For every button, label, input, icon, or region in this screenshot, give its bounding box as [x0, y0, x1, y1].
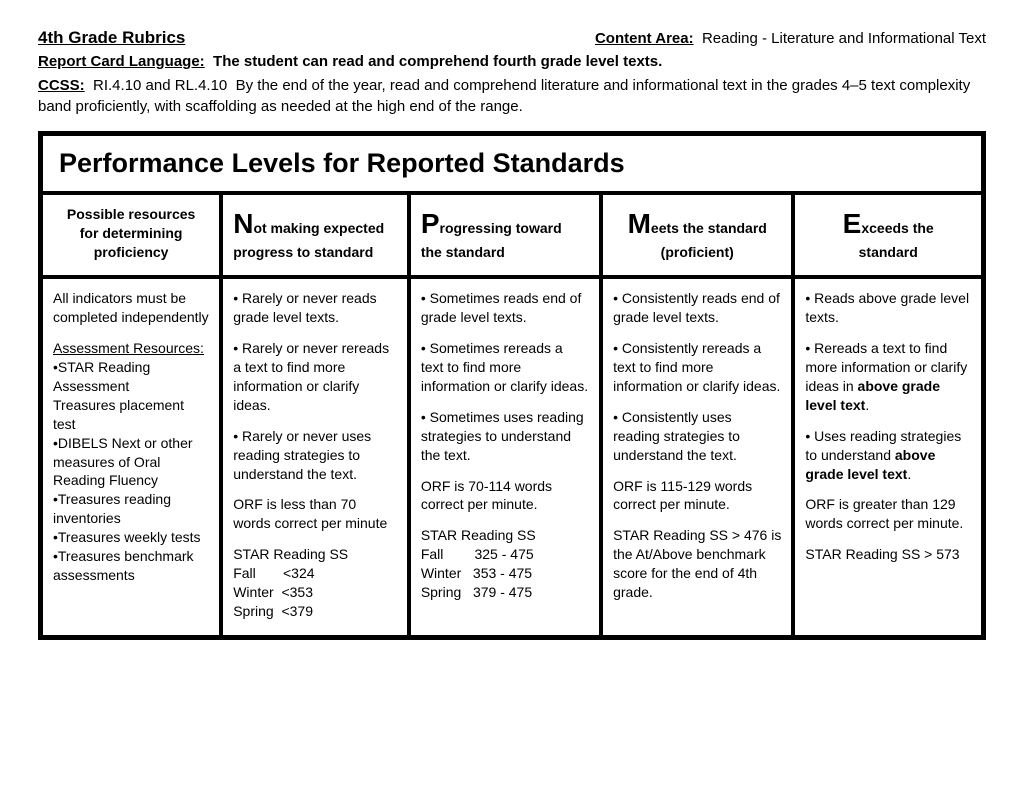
document-header: 4th Grade Rubrics Content Area: Reading … — [38, 28, 986, 117]
cell-resources: All indicators must be completed indepen… — [43, 277, 221, 634]
rubric-table: Possible resources for determining profi… — [43, 191, 981, 635]
cell-not-making: • Rarely or never reads grade level text… — [221, 277, 409, 634]
report-card-language: Report Card Language: The student can re… — [38, 52, 986, 72]
cell-meets: • Consistently reads end of grade level … — [601, 277, 793, 634]
col-header-meets: Meets the standard (proficient) — [601, 193, 793, 278]
rubric-title: 4th Grade Rubrics — [38, 28, 185, 48]
cell-exceeds: • Reads above grade level texts. • Rerea… — [793, 277, 981, 634]
col-header-exceeds: Exceeds the standard — [793, 193, 981, 278]
ccss-line: CCSS: RI.4.10 and RL.4.10 By the end of … — [38, 76, 986, 117]
cell-progressing: • Sometimes reads end of grade level tex… — [409, 277, 601, 634]
col-header-progressing: Progressing toward the standard — [409, 193, 601, 278]
col-header-not-making: Not making expected progress to standard — [221, 193, 409, 278]
frame-title: Performance Levels for Reported Standard… — [43, 136, 981, 191]
rubric-frame: Performance Levels for Reported Standard… — [38, 131, 986, 640]
content-area: Content Area: Reading - Literature and I… — [595, 30, 986, 47]
col-header-resources: Possible resources for determining profi… — [43, 193, 221, 278]
